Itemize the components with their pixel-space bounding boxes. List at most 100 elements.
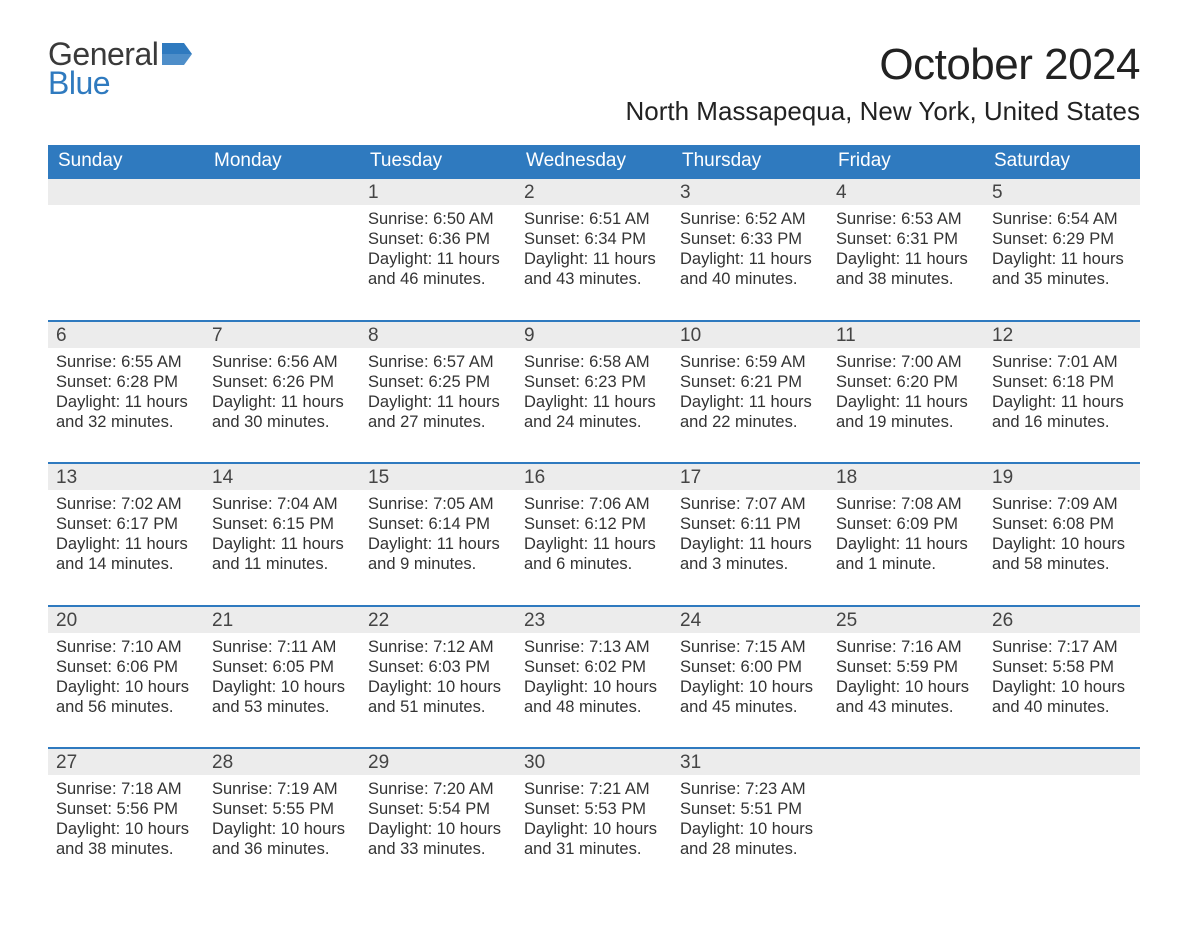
sunset-text: Sunset: 6:05 PM xyxy=(212,657,352,677)
day-number: 25 xyxy=(828,607,984,633)
sunrise-text: Sunrise: 7:07 AM xyxy=(680,494,820,514)
calendar-cell: 23Sunrise: 7:13 AMSunset: 6:02 PMDayligh… xyxy=(516,606,672,749)
sunrise-text: Sunrise: 6:59 AM xyxy=(680,352,820,372)
sunrise-text: Sunrise: 6:54 AM xyxy=(992,209,1132,229)
daylight-text: Daylight: 11 hours and 3 minutes. xyxy=(680,534,820,574)
day-body: Sunrise: 6:59 AMSunset: 6:21 PMDaylight:… xyxy=(672,348,828,463)
sunrise-text: Sunrise: 7:11 AM xyxy=(212,637,352,657)
day-number: 26 xyxy=(984,607,1140,633)
daylight-text: Daylight: 10 hours and 51 minutes. xyxy=(368,677,508,717)
daylight-text: Daylight: 11 hours and 11 minutes. xyxy=(212,534,352,574)
day-body: Sunrise: 7:01 AMSunset: 6:18 PMDaylight:… xyxy=(984,348,1140,463)
daylight-text: Daylight: 11 hours and 40 minutes. xyxy=(680,249,820,289)
calendar-cell: 3Sunrise: 6:52 AMSunset: 6:33 PMDaylight… xyxy=(672,178,828,321)
calendar-body: 1Sunrise: 6:50 AMSunset: 6:36 PMDaylight… xyxy=(48,178,1140,890)
sunrise-text: Sunrise: 6:50 AM xyxy=(368,209,508,229)
daylight-text: Daylight: 11 hours and 1 minute. xyxy=(836,534,976,574)
calendar-cell: 4Sunrise: 6:53 AMSunset: 6:31 PMDaylight… xyxy=(828,178,984,321)
daylight-text: Daylight: 11 hours and 9 minutes. xyxy=(368,534,508,574)
daylight-text: Daylight: 10 hours and 48 minutes. xyxy=(524,677,664,717)
day-body: Sunrise: 7:21 AMSunset: 5:53 PMDaylight:… xyxy=(516,775,672,890)
calendar-cell: 31Sunrise: 7:23 AMSunset: 5:51 PMDayligh… xyxy=(672,748,828,890)
day-number: 9 xyxy=(516,322,672,348)
day-number: 6 xyxy=(48,322,204,348)
sunrise-text: Sunrise: 7:20 AM xyxy=(368,779,508,799)
calendar-week-row: 27Sunrise: 7:18 AMSunset: 5:56 PMDayligh… xyxy=(48,748,1140,890)
day-number: 1 xyxy=(360,179,516,205)
daylight-text: Daylight: 11 hours and 35 minutes. xyxy=(992,249,1132,289)
sunrise-text: Sunrise: 7:01 AM xyxy=(992,352,1132,372)
daylight-text: Daylight: 10 hours and 58 minutes. xyxy=(992,534,1132,574)
calendar-cell: 6Sunrise: 6:55 AMSunset: 6:28 PMDaylight… xyxy=(48,321,204,464)
calendar-cell-empty xyxy=(48,178,204,321)
day-body: Sunrise: 6:56 AMSunset: 6:26 PMDaylight:… xyxy=(204,348,360,463)
sunset-text: Sunset: 5:59 PM xyxy=(836,657,976,677)
sunset-text: Sunset: 6:09 PM xyxy=(836,514,976,534)
weekday-header: Tuesday xyxy=(360,145,516,178)
daylight-text: Daylight: 11 hours and 24 minutes. xyxy=(524,392,664,432)
day-body: Sunrise: 7:06 AMSunset: 6:12 PMDaylight:… xyxy=(516,490,672,605)
calendar-cell-empty xyxy=(204,178,360,321)
sunrise-text: Sunrise: 6:55 AM xyxy=(56,352,196,372)
sunset-text: Sunset: 5:55 PM xyxy=(212,799,352,819)
day-number: 16 xyxy=(516,464,672,490)
daylight-text: Daylight: 10 hours and 33 minutes. xyxy=(368,819,508,859)
day-number: 18 xyxy=(828,464,984,490)
day-number: 24 xyxy=(672,607,828,633)
day-body: Sunrise: 7:05 AMSunset: 6:14 PMDaylight:… xyxy=(360,490,516,605)
daylight-text: Daylight: 10 hours and 45 minutes. xyxy=(680,677,820,717)
sunrise-text: Sunrise: 6:52 AM xyxy=(680,209,820,229)
calendar-week-row: 13Sunrise: 7:02 AMSunset: 6:17 PMDayligh… xyxy=(48,463,1140,606)
sunrise-text: Sunrise: 7:06 AM xyxy=(524,494,664,514)
day-body: Sunrise: 7:10 AMSunset: 6:06 PMDaylight:… xyxy=(48,633,204,748)
day-body: Sunrise: 7:23 AMSunset: 5:51 PMDaylight:… xyxy=(672,775,828,890)
day-number: 29 xyxy=(360,749,516,775)
sunrise-text: Sunrise: 7:13 AM xyxy=(524,637,664,657)
sunrise-text: Sunrise: 7:19 AM xyxy=(212,779,352,799)
sunrise-text: Sunrise: 7:09 AM xyxy=(992,494,1132,514)
sunset-text: Sunset: 6:23 PM xyxy=(524,372,664,392)
day-body: Sunrise: 7:19 AMSunset: 5:55 PMDaylight:… xyxy=(204,775,360,890)
day-body: Sunrise: 6:51 AMSunset: 6:34 PMDaylight:… xyxy=(516,205,672,320)
day-body: Sunrise: 6:50 AMSunset: 6:36 PMDaylight:… xyxy=(360,205,516,320)
day-number: 8 xyxy=(360,322,516,348)
day-body: Sunrise: 7:02 AMSunset: 6:17 PMDaylight:… xyxy=(48,490,204,605)
calendar-cell: 11Sunrise: 7:00 AMSunset: 6:20 PMDayligh… xyxy=(828,321,984,464)
daylight-text: Daylight: 10 hours and 31 minutes. xyxy=(524,819,664,859)
day-number: 11 xyxy=(828,322,984,348)
sunset-text: Sunset: 6:15 PM xyxy=(212,514,352,534)
sunset-text: Sunset: 6:06 PM xyxy=(56,657,196,677)
day-body: Sunrise: 7:08 AMSunset: 6:09 PMDaylight:… xyxy=(828,490,984,605)
day-number: 14 xyxy=(204,464,360,490)
day-body: Sunrise: 7:11 AMSunset: 6:05 PMDaylight:… xyxy=(204,633,360,748)
sunrise-text: Sunrise: 7:18 AM xyxy=(56,779,196,799)
calendar-cell: 30Sunrise: 7:21 AMSunset: 5:53 PMDayligh… xyxy=(516,748,672,890)
day-body: Sunrise: 7:07 AMSunset: 6:11 PMDaylight:… xyxy=(672,490,828,605)
daylight-text: Daylight: 10 hours and 40 minutes. xyxy=(992,677,1132,717)
calendar-cell: 15Sunrise: 7:05 AMSunset: 6:14 PMDayligh… xyxy=(360,463,516,606)
daylight-text: Daylight: 11 hours and 14 minutes. xyxy=(56,534,196,574)
day-number: 13 xyxy=(48,464,204,490)
daylight-text: Daylight: 11 hours and 43 minutes. xyxy=(524,249,664,289)
calendar-cell: 25Sunrise: 7:16 AMSunset: 5:59 PMDayligh… xyxy=(828,606,984,749)
logo: General Blue xyxy=(48,40,192,98)
weekday-header: Saturday xyxy=(984,145,1140,178)
day-number: 4 xyxy=(828,179,984,205)
calendar-cell: 12Sunrise: 7:01 AMSunset: 6:18 PMDayligh… xyxy=(984,321,1140,464)
calendar-cell: 10Sunrise: 6:59 AMSunset: 6:21 PMDayligh… xyxy=(672,321,828,464)
day-body: Sunrise: 7:13 AMSunset: 6:02 PMDaylight:… xyxy=(516,633,672,748)
location-subtitle: North Massapequa, New York, United State… xyxy=(625,96,1140,127)
calendar-cell: 26Sunrise: 7:17 AMSunset: 5:58 PMDayligh… xyxy=(984,606,1140,749)
day-body: Sunrise: 7:00 AMSunset: 6:20 PMDaylight:… xyxy=(828,348,984,463)
daylight-text: Daylight: 10 hours and 38 minutes. xyxy=(56,819,196,859)
calendar-cell-empty xyxy=(828,748,984,890)
day-number: 31 xyxy=(672,749,828,775)
sunrise-text: Sunrise: 7:08 AM xyxy=(836,494,976,514)
sunset-text: Sunset: 6:00 PM xyxy=(680,657,820,677)
daylight-text: Daylight: 10 hours and 56 minutes. xyxy=(56,677,196,717)
daylight-text: Daylight: 11 hours and 6 minutes. xyxy=(524,534,664,574)
sunset-text: Sunset: 6:11 PM xyxy=(680,514,820,534)
day-number: 19 xyxy=(984,464,1140,490)
daylight-text: Daylight: 11 hours and 16 minutes. xyxy=(992,392,1132,432)
daylight-text: Daylight: 10 hours and 43 minutes. xyxy=(836,677,976,717)
